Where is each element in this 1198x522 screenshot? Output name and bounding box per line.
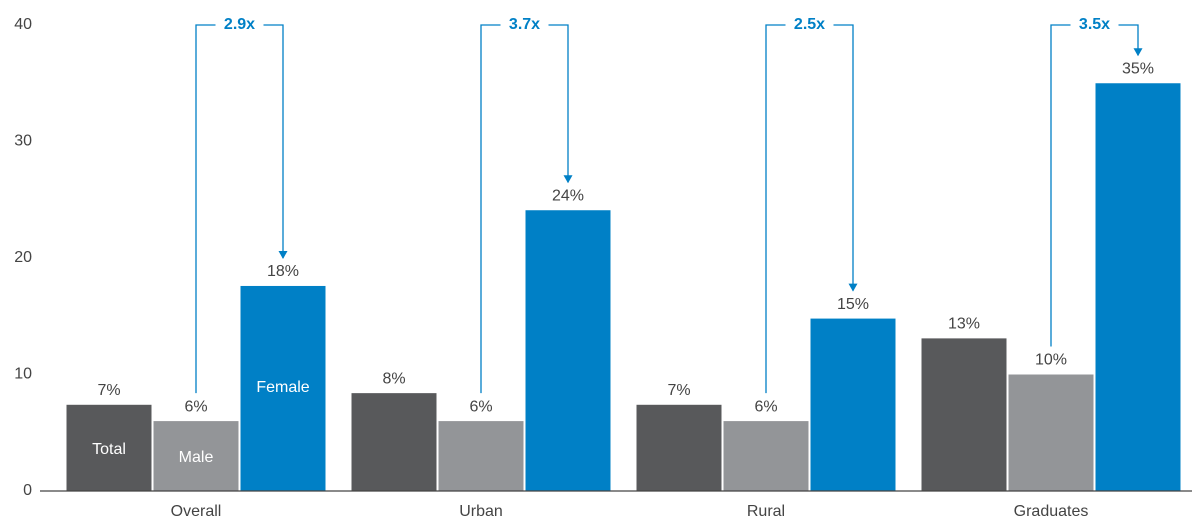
value-label: 7% [97, 382, 120, 399]
ratio-label-bg [215, 15, 264, 35]
ratio-label: 2.5x [794, 16, 825, 33]
value-label: 7% [667, 382, 690, 399]
bar [636, 404, 722, 491]
series-label: Total [92, 441, 126, 458]
bar [921, 338, 1007, 491]
value-label: 6% [754, 398, 777, 415]
bar [723, 421, 809, 491]
ratio-label-bg [785, 15, 834, 35]
y-tick-label: 0 [23, 482, 32, 499]
y-tick-label: 20 [14, 249, 32, 266]
x-tick-label: Rural [747, 503, 785, 520]
y-tick-label: 10 [14, 366, 32, 383]
bar [153, 421, 239, 491]
ratio-label: 3.7x [509, 16, 540, 33]
x-tick-label: Urban [459, 503, 503, 520]
y-tick-label: 30 [14, 133, 32, 150]
value-label: 24% [552, 187, 584, 204]
bar [810, 318, 896, 491]
value-label: 8% [382, 370, 405, 387]
bar [351, 393, 437, 491]
ratio-arrowhead [1133, 48, 1143, 57]
value-label: 6% [184, 398, 207, 415]
bar [525, 210, 611, 492]
ratio-label-bg [1070, 15, 1119, 35]
value-label: 15% [837, 296, 869, 313]
value-label: 6% [469, 398, 492, 415]
series-label: Female [256, 379, 309, 396]
ratio-arrowhead [278, 250, 288, 259]
ratio-arrowhead [848, 283, 858, 292]
bar [1095, 83, 1181, 491]
bar [1008, 374, 1094, 491]
bar [438, 421, 524, 491]
x-tick-label: Graduates [1014, 503, 1089, 520]
bar [240, 285, 326, 491]
x-tick-label: Overall [171, 503, 222, 520]
value-label: 10% [1035, 352, 1067, 369]
ratio-arrowhead [563, 175, 573, 184]
series-label: Male [179, 449, 214, 466]
ratio-label: 2.9x [224, 16, 255, 33]
ratio-label: 3.5x [1079, 16, 1110, 33]
y-tick-label: 40 [14, 16, 32, 33]
value-label: 13% [948, 316, 980, 333]
bar [66, 404, 152, 491]
value-label: 18% [267, 263, 299, 280]
ratio-label-bg [500, 15, 549, 35]
value-label: 35% [1122, 60, 1154, 77]
